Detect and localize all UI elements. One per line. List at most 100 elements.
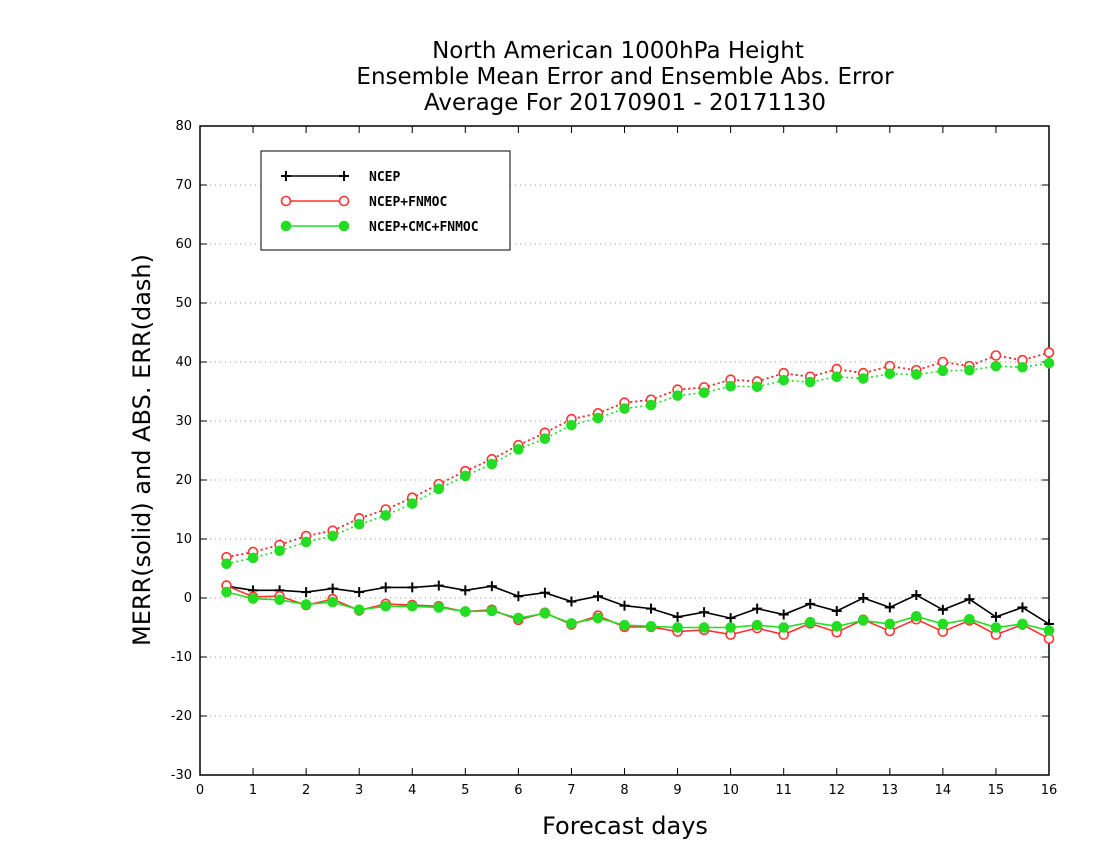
merr-point: [486, 581, 497, 592]
abs-err-point: [1043, 347, 1055, 358]
y-tick-label: 50: [175, 296, 192, 311]
title-line-2: Ensemble Mean Error and Ensemble Abs. Er…: [356, 64, 894, 90]
abs-err-point: [937, 356, 949, 368]
merr-point: [539, 587, 550, 598]
merr-point: [566, 596, 577, 607]
abs-err-point: [857, 373, 869, 384]
y-axis-label: MERR(solid) and ABS. ERR(dash): [128, 254, 156, 646]
x-tick-label: 2: [302, 783, 310, 798]
merr-point: [698, 622, 710, 633]
merr-point: [327, 596, 338, 608]
abs-err-point: [380, 510, 392, 521]
abs-err-point: [964, 364, 975, 376]
title-line-1: North American 1000hPa Height: [432, 38, 804, 64]
abs-err-point: [221, 558, 232, 570]
merr-point: [725, 622, 736, 633]
legend-label: NCEP+FNMOC: [369, 195, 447, 210]
x-tick-label: 10: [722, 783, 739, 798]
abs-err-point: [566, 419, 577, 431]
merr-point: [937, 618, 949, 630]
merr-point: [911, 590, 922, 601]
abs-err-point: [619, 403, 630, 414]
x-axis-label: Forecast days: [542, 812, 708, 840]
series-ncep-fnmoc: [221, 347, 1055, 645]
y-tick-label: -10: [171, 650, 192, 665]
abs-err-point: [725, 380, 736, 392]
merr-point: [406, 600, 418, 612]
merr-point: [911, 610, 922, 622]
merr-point: [857, 615, 869, 626]
merr-point: [804, 616, 816, 628]
abs-err-point: [911, 369, 922, 380]
legend-entry: NCEP+FNMOC: [280, 195, 447, 210]
y-tick-label: 70: [175, 178, 192, 193]
merr-point: [354, 587, 365, 598]
merr-point: [513, 612, 524, 624]
abs-err-point: [353, 518, 365, 530]
legend-entry: NCEP+CMC+FNMOC: [280, 220, 479, 235]
chart-title: North American 1000hPa Height Ensemble M…: [356, 38, 894, 116]
merr-point: [672, 622, 683, 633]
merr-point: [592, 591, 603, 602]
merr-point: [1043, 625, 1055, 636]
merr-point: [353, 604, 365, 616]
merr-point: [964, 594, 975, 605]
merr-point: [619, 600, 630, 611]
x-tick-label: 11: [775, 783, 792, 798]
legend-marker: [338, 220, 350, 232]
merr-point: [990, 622, 1002, 633]
merr-point: [380, 582, 391, 593]
abs-err-point: [513, 444, 524, 455]
merr-point: [646, 603, 657, 614]
merr-point: [300, 599, 312, 610]
abs-err-point: [274, 545, 285, 557]
abs-err-line: [226, 362, 1050, 565]
merr-point: [751, 619, 763, 631]
abs-err-point: [300, 536, 312, 548]
abs-err-point: [698, 387, 710, 398]
y-tick-label: -20: [171, 709, 192, 724]
merr-point: [539, 608, 551, 619]
merr-point: [990, 611, 1001, 622]
legend-entry: NCEP: [281, 170, 400, 185]
abs-err-point: [672, 390, 683, 401]
merr-point: [407, 582, 418, 593]
merr-point: [1017, 618, 1028, 630]
legend-label: NCEP: [369, 170, 400, 185]
abs-err-point: [592, 412, 604, 424]
grid: [200, 184, 1049, 717]
abs-err-point: [990, 350, 1002, 361]
x-tick-label: 15: [988, 783, 1005, 798]
merr-point: [274, 594, 285, 606]
abs-err-point: [990, 360, 1002, 372]
series-ncep-cmc-fnmoc: [221, 357, 1055, 636]
abs-err-line: [226, 351, 1050, 559]
merr-point: [805, 598, 816, 609]
merr-point: [486, 605, 498, 617]
y-axis: 80 70 60 50 40 30 20 10 0 -10 -20 -30: [171, 119, 1049, 783]
merr-point: [937, 604, 948, 615]
y-tick-label: 30: [175, 414, 192, 429]
abs-err-point: [486, 458, 498, 470]
merr-point: [778, 622, 789, 633]
abs-err-point: [645, 399, 657, 411]
y-tick-label: 20: [175, 473, 192, 488]
abs-err-point: [937, 365, 949, 377]
abs-err-line: [226, 351, 1050, 559]
merr-line: [226, 584, 1050, 640]
merr-point: [699, 607, 710, 618]
y-tick-label: 0: [184, 591, 192, 606]
merr-point: [619, 619, 630, 631]
y-tick-label: -30: [171, 768, 192, 783]
abs-err-point: [778, 374, 789, 386]
merr-point: [460, 585, 471, 596]
x-tick-label: 7: [567, 783, 575, 798]
x-tick-label: 13: [882, 783, 899, 798]
merr-point: [778, 609, 789, 620]
merr-point: [672, 611, 683, 622]
abs-err-point: [1017, 362, 1028, 373]
abs-err-point: [751, 381, 763, 393]
merr-point: [566, 618, 577, 629]
abs-err-point: [804, 376, 816, 388]
x-tick-label: 5: [461, 783, 469, 798]
